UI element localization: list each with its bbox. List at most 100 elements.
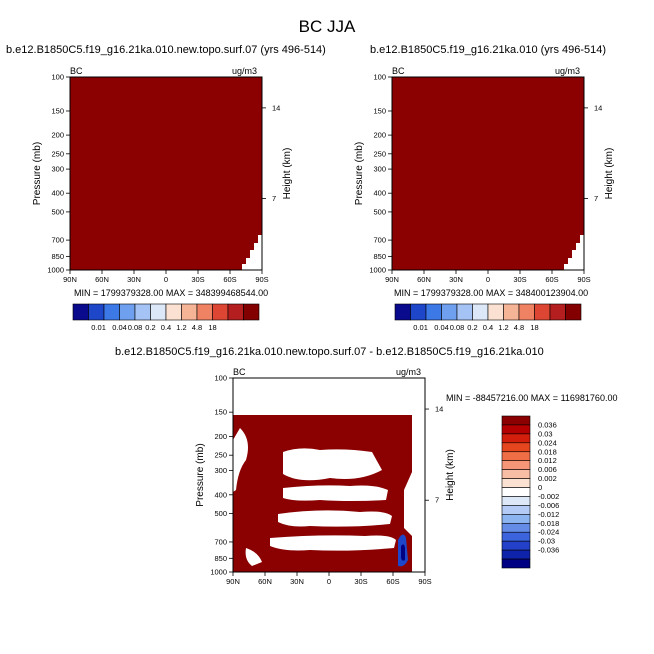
- panel-3-units: ug/m3: [396, 367, 422, 377]
- panel-3-var-label: BC: [233, 367, 246, 377]
- figure-title: BC JJA: [298, 17, 356, 36]
- diff-colorbar-label: -0.018: [538, 519, 559, 528]
- y-axis-title: Pressure (mb): [354, 142, 365, 205]
- diff-colorbar-label: 0: [538, 483, 542, 492]
- colorbar-label: 0.2: [467, 323, 477, 332]
- colorbar-swatch: [534, 303, 551, 321]
- y-axis-right-title: Height (km): [445, 449, 456, 501]
- colorbar-swatch: [503, 303, 520, 321]
- colorbar-swatch: [212, 303, 229, 321]
- x-tick-label: 90S: [418, 577, 431, 586]
- diff-colorbar-swatch: [501, 424, 531, 435]
- panel-3-title: b.e12.B1850C5.f19_g16.21ka.010.new.topo.…: [115, 346, 544, 358]
- diff-colorbar-swatch: [501, 531, 531, 542]
- x-tick-label: 60N: [95, 275, 109, 284]
- diff-colorbar-label: 0.002: [538, 474, 557, 483]
- colorbar-swatch: [565, 303, 582, 321]
- colorbar-label: 0.08: [128, 323, 143, 332]
- diff-colorbar-label: -0.006: [538, 501, 559, 510]
- y-tick-label: 200: [51, 131, 64, 140]
- x-tick-label: 90N: [385, 275, 399, 284]
- colorbar-swatch: [456, 303, 473, 321]
- colorbar-swatch: [196, 303, 213, 321]
- panel-2-min-max: MIN = 1799379328.00 MAX = 348400123904.0…: [394, 288, 589, 298]
- y-right-tick-label: 7: [594, 194, 598, 203]
- diff-colorbar-label: -0.024: [538, 528, 559, 537]
- diff-colorbar-swatch: [501, 433, 531, 444]
- panel-3-negative-core: [401, 544, 405, 561]
- y-tick-label: 700: [214, 537, 227, 546]
- diff-colorbar-swatch: [501, 451, 531, 462]
- colorbar-swatch: [103, 303, 120, 321]
- y-tick-label: 850: [214, 554, 227, 563]
- panel-1-units: ug/m3: [232, 66, 258, 76]
- colorbar-label: 0.4: [161, 323, 171, 332]
- x-tick-label: 0: [164, 275, 168, 284]
- y-tick-label: 400: [214, 490, 227, 499]
- panel-3-min-max: MIN = -88457216.00 MAX = 116981760.00: [446, 393, 618, 403]
- colorbar-right: 0.01 0.04 0.08 0.2 0.4 1.2 4.8 18: [394, 303, 582, 332]
- colorbar-label: 0.01: [413, 323, 428, 332]
- colorbar-swatch: [472, 303, 489, 321]
- y-tick-label: 150: [51, 106, 64, 115]
- panel-1-field: [70, 77, 262, 270]
- colorbar-swatch: [549, 303, 566, 321]
- colorbar-swatch: [410, 303, 427, 321]
- x-tick-label: 90S: [577, 275, 590, 284]
- y-tick-label: 100: [373, 73, 386, 82]
- diff-colorbar-swatch: [501, 549, 531, 560]
- diff-colorbar-swatch: [501, 487, 531, 497]
- panel-3-field: [233, 415, 412, 572]
- y-axis-title: Pressure (mb): [32, 142, 43, 205]
- y-tick-label: 1000: [210, 568, 227, 577]
- colorbar-label: 0.04: [434, 323, 449, 332]
- y-tick-label: 500: [51, 207, 64, 216]
- diff-colorbar-swatch: [501, 522, 531, 533]
- diff-colorbar-label: -0.002: [538, 492, 559, 501]
- diff-colorbar-swatch: [501, 478, 531, 488]
- colorbar-swatch: [227, 303, 244, 321]
- y-tick-label: 250: [214, 451, 227, 460]
- colorbar-swatch: [134, 303, 151, 321]
- x-tick-label: 30S: [513, 275, 526, 284]
- x-tick-label: 60S: [386, 577, 399, 586]
- diff-colorbar-swatch: [501, 514, 531, 524]
- diff-colorbar-swatch: [501, 415, 531, 426]
- diff-colorbar-swatch: [501, 505, 531, 515]
- y-tick-label: 1000: [47, 266, 64, 275]
- colorbar-label: 0.2: [145, 323, 155, 332]
- y-right-tick-label: 14: [435, 405, 443, 414]
- diff-colorbar-label: 0.03: [538, 429, 553, 438]
- y-tick-label: 200: [214, 432, 227, 441]
- panel-2-var-label: BC: [392, 66, 405, 76]
- x-tick-label: 30N: [290, 577, 304, 586]
- panel-1-title: b.e12.B1850C5.f19_g16.21ka.010.new.topo.…: [6, 44, 326, 56]
- y-tick-label: 100: [51, 73, 64, 82]
- x-tick-label: 0: [327, 577, 331, 586]
- colorbar-swatch: [181, 303, 198, 321]
- y-axis-right-title: Height (km): [604, 148, 615, 200]
- diff-colorbar-label: -0.03: [538, 537, 555, 546]
- colorbar-label: 4.8: [514, 323, 524, 332]
- diff-colorbar-label: 0.024: [538, 438, 557, 447]
- panel-2-units: ug/m3: [555, 66, 581, 76]
- x-tick-label: 90N: [226, 577, 240, 586]
- colorbar-label: 18: [208, 323, 216, 332]
- y-tick-label: 250: [373, 149, 386, 158]
- diff-colorbar-label: 0.006: [538, 465, 557, 474]
- colorbar-swatch: [88, 303, 105, 321]
- diff-colorbar-label: -0.036: [538, 546, 559, 555]
- y-tick-label: 150: [214, 408, 227, 417]
- diff-colorbar-swatch: [501, 540, 531, 551]
- x-tick-label: 90S: [255, 275, 268, 284]
- colorbar-left: 0.01 0.04 0.08 0.2 0.4 1.2 4.8 18: [72, 303, 260, 332]
- panel-1-min-max: MIN = 1799379328.00 MAX = 348399468544.0…: [74, 288, 269, 298]
- panel-2-field: [392, 77, 584, 270]
- y-tick-label: 300: [51, 165, 64, 174]
- x-tick-label: 60N: [258, 577, 272, 586]
- diff-colorbar-label: 0.012: [538, 456, 557, 465]
- diff-colorbar-swatch: [501, 496, 531, 506]
